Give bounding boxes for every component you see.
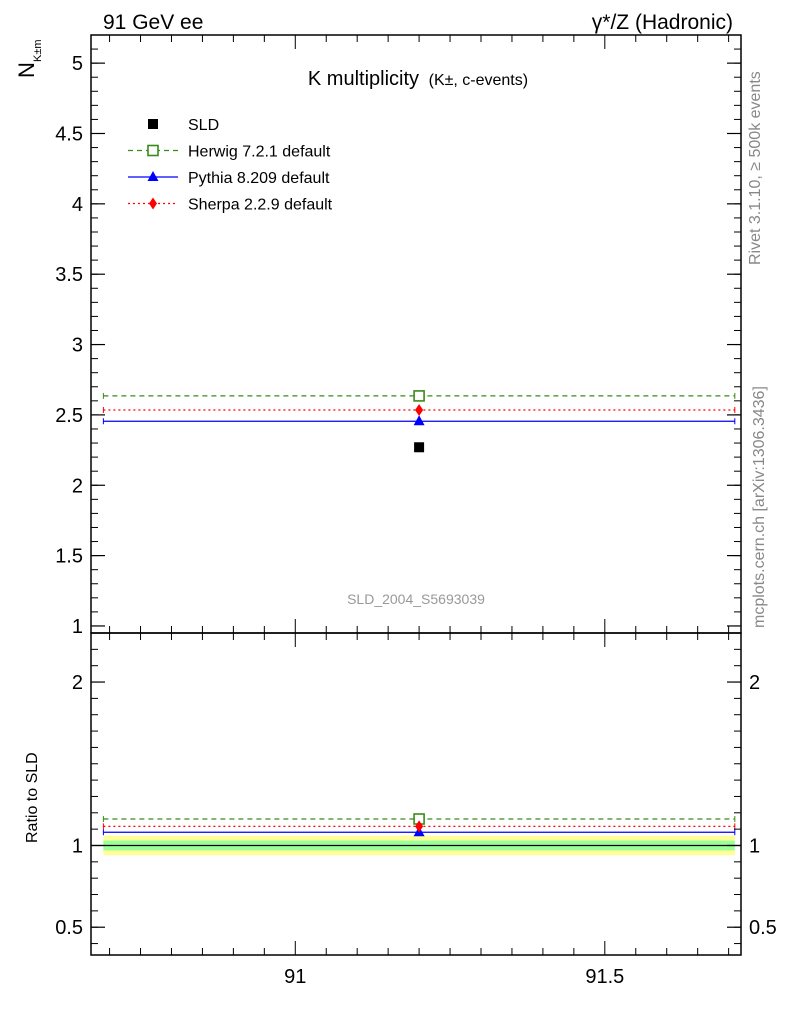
mcplots-label: mcplots.cern.ch [arXiv:1306.3436] — [751, 386, 768, 628]
ratio-ytick-label-1: 1 — [72, 835, 83, 857]
ratio-ytick-label-right-1: 1 — [749, 835, 760, 857]
legend-label-pythia-8-209-default: Pythia 8.209 default — [188, 170, 330, 187]
ratio-ytick-label-right-0: 0.5 — [749, 917, 777, 939]
legend-marker-herwig-7-2-1-default — [147, 144, 159, 157]
chart-title-sub: (K±, c-events) — [429, 72, 528, 89]
ratio-point-sherpa-2-2-9-default — [415, 820, 424, 833]
main-ytick-label-8: 5 — [72, 53, 83, 75]
legend-label-sherpa-2-2-9-default: Sherpa 2.2.9 default — [188, 197, 333, 214]
ratio-xtick-label-1: 91.5 — [585, 966, 624, 988]
ratio-panel-frame — [90, 632, 742, 956]
main-series-layer — [102, 390, 736, 453]
ratio-ytick-label-0: 0.5 — [55, 917, 83, 939]
main-y-ticks: 1 1.5 2 2.5 3 3.5 4 4.5 5 — [55, 34, 741, 638]
chart-title: K multiplicity (K±, c-events) — [308, 68, 528, 90]
legend-label-sld: SLD — [188, 117, 219, 134]
legend: SLD Herwig 7.2.1 default Pythia 8.209 defa… — [128, 117, 333, 214]
header-left: 91 GeV ee — [103, 11, 203, 34]
ratio-y-ticks: 0.5 0.5 1 1 2 2 — [55, 632, 777, 945]
main-ytick-label-7: 4.5 — [55, 123, 83, 145]
main-point-pythia-8-209-default — [413, 415, 425, 426]
main-ytick-label-0: 1 — [72, 616, 83, 638]
ratio-panel: 0.5 0.5 1 1 2 2 91 91.5 Ratio to SLD — [24, 632, 777, 988]
main-point-sherpa-2-2-9-default — [415, 403, 424, 416]
ratio-ytick-label-right-2: 2 — [749, 672, 760, 694]
main-ytick-label-3: 2.5 — [55, 405, 83, 427]
ratio-xtick-label-0: 91 — [284, 966, 306, 988]
ratio-bands — [91, 835, 741, 856]
main-x-ticks — [109, 35, 730, 633]
main-point-herwig-7-2-1-default — [413, 390, 425, 402]
main-ytick-label-6: 4 — [72, 194, 83, 216]
legend-marker-sld — [148, 119, 158, 129]
main-y-label-main: N — [14, 62, 39, 78]
chart-title-main: K multiplicity — [308, 68, 419, 90]
main-ytick-label-2: 2 — [72, 475, 83, 497]
ratio-x-ticks: 91 91.5 — [109, 633, 730, 988]
main-point-sld — [414, 442, 425, 453]
main-ytick-label-1: 1.5 — [55, 546, 83, 568]
legend-marker-pythia-8-209-default — [147, 171, 159, 181]
rivet-label: Rivet 3.1.10, ≥ 500k events — [747, 71, 764, 265]
legend-marker-sherpa-2-2-9-default — [149, 197, 157, 210]
header-right: γ*/Z (Hadronic) — [592, 11, 733, 34]
main-y-axis-label: N K±m — [14, 39, 44, 78]
ratio-ytick-label-2: 2 — [72, 672, 83, 694]
main-y-label-sub: K±m — [32, 39, 44, 62]
analysis-watermark: SLD_2004_S5693039 — [347, 591, 485, 607]
ratio-y-label: Ratio to SLD — [24, 752, 41, 843]
main-panel: 1 1.5 2 2.5 3 3.5 4 4.5 5 K multiplicity (K±, c-… — [14, 34, 742, 638]
main-ytick-label-4: 3 — [72, 335, 83, 357]
main-ytick-label-5: 3.5 — [55, 264, 83, 286]
legend-label-herwig-7-2-1-default: Herwig 7.2.1 default — [188, 144, 331, 161]
ratio-series-layer — [102, 813, 736, 837]
